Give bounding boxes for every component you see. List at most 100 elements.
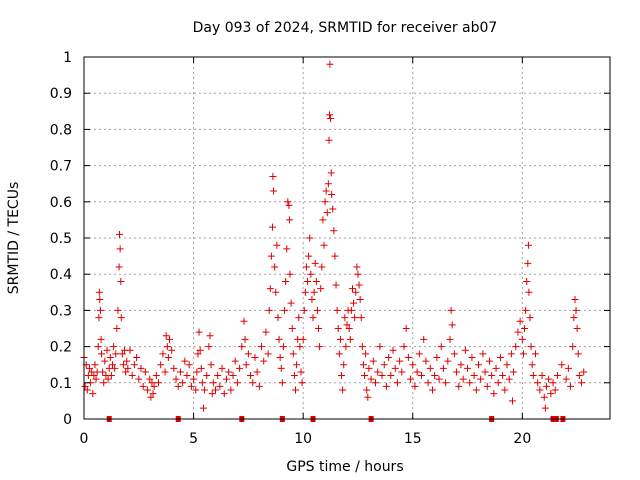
data-point (289, 350, 297, 358)
data-point (117, 314, 125, 322)
data-point (488, 372, 496, 380)
data-point (277, 364, 285, 372)
data-point (96, 306, 104, 314)
data-point (286, 270, 294, 278)
data-point (124, 364, 132, 372)
data-point (470, 372, 478, 380)
data-point (203, 372, 211, 380)
data-point (128, 372, 136, 380)
data-point (236, 364, 244, 372)
data-point (163, 343, 171, 351)
data-point (526, 314, 534, 322)
data-point (385, 353, 393, 361)
data-point (442, 379, 450, 387)
data-point (170, 364, 178, 372)
data-point (426, 364, 434, 372)
chart-title: Day 093 of 2024, SRMTID for receiver ab0… (193, 20, 498, 36)
data-point (415, 350, 423, 358)
data-point (198, 379, 206, 387)
data-point (311, 259, 319, 267)
data-point (164, 353, 172, 361)
data-point (455, 382, 463, 390)
data-point (299, 335, 307, 343)
data-point (229, 372, 237, 380)
data-point (340, 361, 348, 369)
data-point (382, 382, 390, 390)
data-point (400, 343, 408, 351)
data-point (260, 357, 268, 365)
data-point (475, 361, 482, 369)
data-point (100, 379, 108, 387)
data-point (380, 361, 388, 369)
data-point (242, 361, 250, 369)
data-point (332, 281, 340, 289)
data-point (104, 375, 112, 383)
data-point (374, 368, 382, 376)
data-point (378, 372, 386, 380)
data-point (116, 230, 124, 238)
data-point (240, 317, 248, 325)
data-point (444, 357, 452, 365)
data-point (508, 397, 516, 405)
data-point (279, 343, 287, 351)
data-point (255, 382, 263, 390)
data-point (116, 245, 124, 253)
data-point (567, 382, 575, 390)
data-point (538, 372, 546, 380)
data-point (424, 379, 432, 387)
x-tick-label: 5 (189, 431, 198, 447)
data-point (316, 343, 324, 351)
data-point (411, 382, 419, 390)
data-point (130, 361, 138, 369)
data-point (101, 357, 109, 365)
data-point (437, 343, 445, 351)
data-point (206, 332, 214, 340)
data-point (283, 245, 291, 253)
y-tick-label: 1 (63, 50, 72, 66)
data-point (155, 379, 163, 387)
data-point (327, 115, 335, 123)
data-point (365, 364, 373, 372)
data-point (258, 343, 266, 351)
data-point (95, 314, 103, 322)
data-point (92, 375, 100, 383)
data-point (272, 288, 280, 296)
data-point (341, 314, 349, 322)
data-point (165, 335, 173, 343)
data-point (310, 288, 318, 296)
data-point (573, 325, 581, 332)
y-tick-label: 0.7 (50, 159, 72, 175)
data-point (357, 314, 365, 322)
data-point (369, 357, 377, 365)
data-point (285, 201, 293, 209)
data-point (302, 263, 310, 271)
data-point (328, 191, 336, 199)
data-point (106, 353, 114, 361)
data-point (558, 361, 566, 369)
data-point (525, 288, 533, 296)
data-point (249, 379, 257, 387)
data-point (446, 335, 454, 343)
data-point (512, 343, 520, 351)
data-point (490, 390, 498, 398)
data-point (541, 404, 549, 412)
y-tick-label: 0.9 (50, 86, 72, 102)
data-point (321, 198, 329, 206)
data-point (345, 325, 353, 332)
data-point (317, 285, 325, 293)
y-tick-label: 0.5 (50, 231, 72, 247)
data-point (141, 368, 149, 376)
data-point (346, 335, 354, 343)
data-point (518, 335, 526, 343)
data-point (529, 372, 537, 380)
data-point (439, 364, 447, 372)
data-point (327, 169, 335, 177)
data-point (343, 321, 351, 329)
data-point (208, 390, 216, 398)
data-point (307, 270, 315, 278)
data-point (275, 335, 283, 343)
data-point (90, 372, 98, 380)
data-point (396, 357, 404, 365)
data-point (205, 343, 213, 351)
data-point (123, 357, 131, 365)
